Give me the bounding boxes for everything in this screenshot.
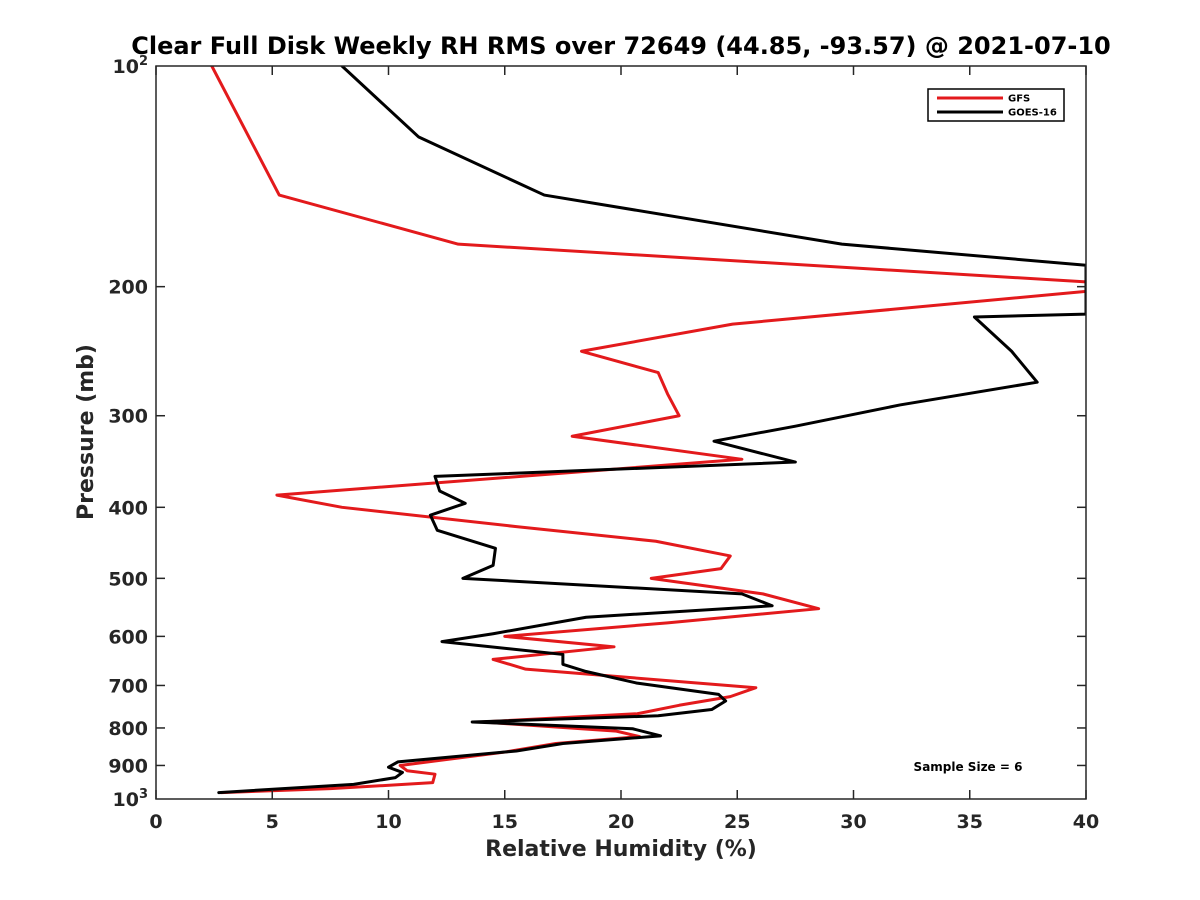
x-tick-label: 30 (840, 811, 866, 833)
series-layer (210, 66, 1086, 795)
y-edge-tick-label: 103 (113, 787, 149, 811)
y-tick-label: 900 (108, 755, 148, 777)
sample-size-annotation: Sample Size = 6 (914, 760, 1023, 774)
y-tick-label: 300 (108, 406, 148, 428)
y-axis-ticks: 200 300 400 500 600 700 800 900 102 103 (108, 54, 1086, 811)
x-tick-label: 10 (375, 811, 401, 833)
y-tick-label: 600 (108, 626, 148, 648)
y-tick-label: 800 (108, 718, 148, 740)
x-axis-label: Relative Humidity (%) (485, 837, 757, 862)
legend: GFS GOES-16 (927, 88, 1065, 122)
x-tick-label: 35 (957, 811, 983, 833)
chart-title: Clear Full Disk Weekly RH RMS over 72649… (131, 32, 1111, 60)
y-tick-label: 200 (108, 277, 148, 299)
y-edge-tick-label: 102 (113, 54, 149, 78)
x-tick-label: 0 (149, 811, 162, 833)
y-tick-label: 700 (108, 675, 148, 697)
x-tick-label: 20 (608, 811, 634, 833)
series-line-goes-16 (217, 66, 1086, 795)
legend-box (927, 88, 1065, 122)
y-tick-label: 400 (108, 497, 148, 519)
x-tick-label: 5 (266, 811, 279, 833)
x-tick-label: 40 (1073, 811, 1099, 833)
legend-label: GFS (1008, 94, 1030, 105)
x-axis-ticks: 0 5 10 15 20 25 30 35 40 (149, 66, 1099, 833)
x-tick-label: 15 (492, 811, 518, 833)
legend-label: GOES-16 (1008, 108, 1057, 119)
y-axis-label: Pressure (mb) (74, 344, 99, 520)
y-tick-label: 500 (108, 568, 148, 590)
x-tick-label: 25 (724, 811, 750, 833)
